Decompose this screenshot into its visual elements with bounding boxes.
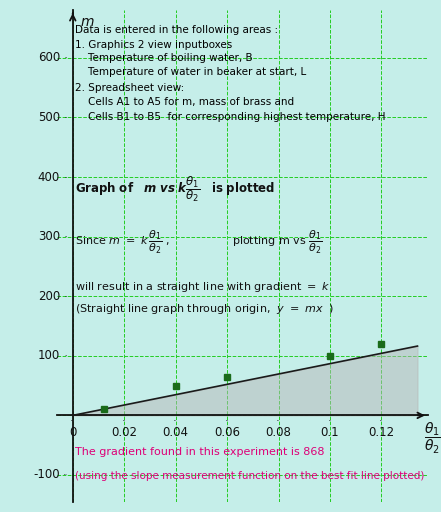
Text: Data is entered in the following areas :: Data is entered in the following areas :	[75, 25, 278, 35]
Text: $\dfrac{\theta_1}{\theta_2}$: $\dfrac{\theta_1}{\theta_2}$	[424, 420, 441, 456]
Text: 1. Graphics 2 view inputboxes: 1. Graphics 2 view inputboxes	[75, 40, 232, 50]
Text: Cells B1 to B5  for corresponding highest temperature, H: Cells B1 to B5 for corresponding highest…	[75, 112, 386, 121]
Text: 0.06: 0.06	[214, 426, 240, 439]
Text: Cells A1 to A5 for m, mass of brass and: Cells A1 to A5 for m, mass of brass and	[75, 97, 295, 106]
Text: Temperature of boiling water, B: Temperature of boiling water, B	[75, 53, 253, 63]
Text: (Straight line graph through origin,  $y\ =\ mx$  ): (Straight line graph through origin, $y\…	[75, 302, 334, 316]
Text: 0: 0	[69, 426, 76, 439]
Text: 500: 500	[38, 111, 60, 124]
Text: 100: 100	[37, 349, 60, 362]
Text: 400: 400	[37, 170, 60, 184]
Text: 0.08: 0.08	[265, 426, 292, 439]
Text: 600: 600	[37, 51, 60, 65]
Text: 0.1: 0.1	[321, 426, 339, 439]
Text: plotting m vs $\dfrac{\theta_1}{\theta_2}$: plotting m vs $\dfrac{\theta_1}{\theta_2…	[232, 229, 323, 256]
Text: 300: 300	[38, 230, 60, 243]
Text: Since $m\ =\ k\,\dfrac{\theta_1}{\theta_2}\ ,$: Since $m\ =\ k\,\dfrac{\theta_1}{\theta_…	[75, 229, 170, 256]
Text: Temperature of water in beaker at start, L: Temperature of water in beaker at start,…	[75, 67, 306, 77]
Text: 2. Spreadsheet view:: 2. Spreadsheet view:	[75, 83, 185, 93]
Text: will result in a straight line with gradient $=\ k$: will result in a straight line with grad…	[75, 280, 330, 294]
Text: 0.12: 0.12	[368, 426, 395, 439]
Text: 0.04: 0.04	[163, 426, 189, 439]
Text: 200: 200	[37, 290, 60, 303]
Text: m: m	[80, 15, 94, 29]
Text: (using the slope measurement function on the best fit line plotted): (using the slope measurement function on…	[75, 471, 425, 481]
Text: 0.02: 0.02	[111, 426, 137, 439]
Text: $\mathbf{Graph\ of}$   $\boldsymbol{m\ vs\ k}$$\boldsymbol{\dfrac{\theta_1}{\the: $\mathbf{Graph\ of}$ $\boldsymbol{m\ vs\…	[75, 174, 276, 204]
Text: The gradient found in this experiment is 868: The gradient found in this experiment is…	[75, 447, 325, 457]
Text: -100: -100	[33, 468, 60, 481]
